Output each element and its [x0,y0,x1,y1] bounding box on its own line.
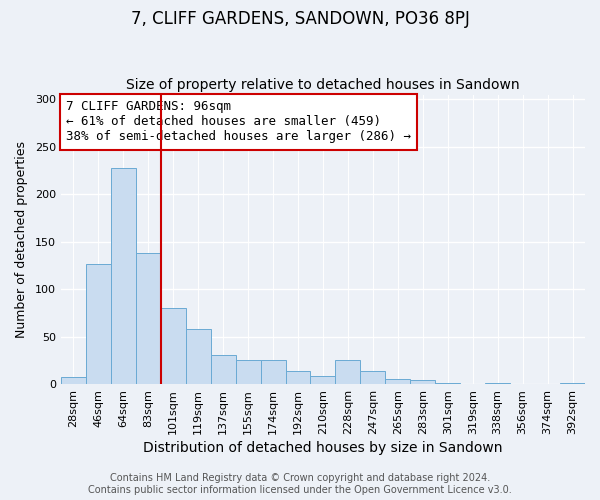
Bar [260,360,286,384]
Bar [310,376,335,384]
Text: 7, CLIFF GARDENS, SANDOWN, PO36 8PJ: 7, CLIFF GARDENS, SANDOWN, PO36 8PJ [131,10,469,28]
Y-axis label: Number of detached properties: Number of detached properties [15,141,28,338]
Bar [410,380,435,384]
Bar [136,253,161,384]
X-axis label: Distribution of detached houses by size in Sandown: Distribution of detached houses by size … [143,441,503,455]
Title: Size of property relative to detached houses in Sandown: Size of property relative to detached ho… [126,78,520,92]
Bar [211,354,236,384]
Bar [161,308,186,384]
Bar [385,380,410,384]
Bar [86,264,111,384]
Bar [361,371,385,384]
Bar [485,383,510,384]
Text: 7 CLIFF GARDENS: 96sqm
← 61% of detached houses are smaller (459)
38% of semi-de: 7 CLIFF GARDENS: 96sqm ← 61% of detached… [66,100,411,144]
Text: Contains HM Land Registry data © Crown copyright and database right 2024.
Contai: Contains HM Land Registry data © Crown c… [88,474,512,495]
Bar [236,360,260,384]
Bar [335,360,361,384]
Bar [61,378,86,384]
Bar [435,383,460,384]
Bar [186,329,211,384]
Bar [111,168,136,384]
Bar [286,371,310,384]
Bar [560,383,585,384]
